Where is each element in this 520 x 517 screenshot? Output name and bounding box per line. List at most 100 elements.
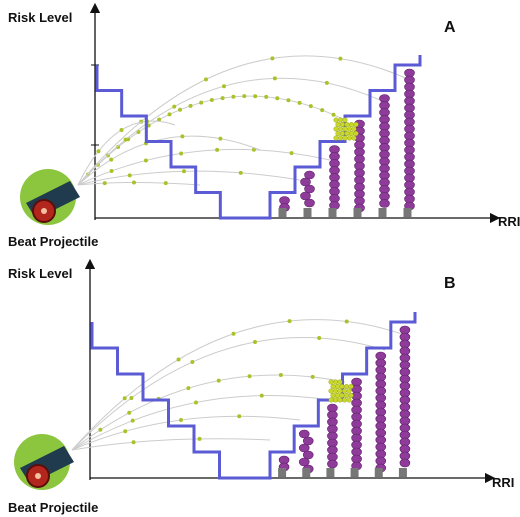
spiral <box>399 458 411 468</box>
beat-dot <box>172 104 177 109</box>
trajectory <box>77 182 201 186</box>
beat-pile <box>328 379 334 385</box>
beat-dot <box>216 378 221 383</box>
beat-dot <box>259 393 264 398</box>
staircase <box>90 312 417 480</box>
beat-dot <box>197 436 202 441</box>
beat-pile <box>348 384 354 390</box>
beat-dot <box>253 340 257 344</box>
beat-dot <box>127 173 132 178</box>
beat-pile <box>333 388 339 394</box>
beat-pile <box>328 388 334 394</box>
beat-pile <box>342 388 348 394</box>
beat-dot <box>116 145 121 150</box>
y-axis-label: Risk Level <box>8 266 72 281</box>
panel-label: B <box>444 275 456 292</box>
beat-pile <box>337 397 343 403</box>
trajectory <box>71 337 386 451</box>
trajectory <box>71 374 346 451</box>
beat-dot <box>136 130 141 135</box>
beat-dot <box>163 181 168 186</box>
base <box>326 468 335 477</box>
beat-pile <box>340 121 346 127</box>
beat-pile <box>351 126 357 132</box>
base <box>403 208 412 217</box>
beat-dot <box>251 147 256 152</box>
beat-dot <box>272 76 277 81</box>
beat-dot <box>247 374 252 379</box>
trajectory <box>77 135 261 186</box>
beat-pile <box>335 393 341 399</box>
beat-pile <box>333 135 339 141</box>
beat-dot <box>178 107 182 112</box>
beat-dot <box>119 128 124 132</box>
trajectory <box>77 95 346 186</box>
beat-pile <box>340 130 346 136</box>
beat-pile <box>346 388 352 394</box>
beat-pile <box>353 130 359 136</box>
beat-dot <box>122 396 127 401</box>
beat-pile <box>335 121 341 127</box>
spiral <box>300 191 311 201</box>
base <box>398 468 407 477</box>
beat-pile <box>328 397 334 403</box>
beat-dot <box>324 80 329 85</box>
spiral <box>298 443 310 453</box>
beat-dot <box>231 331 236 336</box>
y-axis-label: Risk Level <box>8 10 72 25</box>
beat-dot <box>123 137 128 142</box>
cannon-label: Beat Projectile <box>8 500 98 515</box>
beat-dot <box>109 169 114 174</box>
panel-label: A <box>444 19 456 36</box>
spiral <box>298 457 310 467</box>
spiral <box>302 436 314 446</box>
beat-pile <box>338 117 344 123</box>
spiral <box>304 198 315 208</box>
beat-dot <box>242 94 247 99</box>
beat-pile <box>347 126 353 132</box>
beat-dot <box>308 104 313 109</box>
beat-dot <box>157 117 162 122</box>
beat-pile <box>342 126 348 132</box>
beat-dot <box>320 108 325 113</box>
cannon-hub <box>41 208 47 214</box>
beat-dot <box>129 396 134 400</box>
x-axis-label: RRI <box>492 475 514 490</box>
beat-dot <box>264 94 269 99</box>
beat-dot <box>102 181 107 186</box>
base <box>374 468 383 477</box>
beat-dot <box>220 96 225 101</box>
beat-dot <box>167 112 172 117</box>
beat-dot <box>222 84 226 89</box>
beat-pile <box>337 379 343 385</box>
beat-pile <box>349 121 355 127</box>
beat-pile <box>346 397 352 403</box>
beat-pile <box>330 393 336 399</box>
base <box>328 208 337 217</box>
beat-pile <box>335 130 341 136</box>
x-axis-label: RRI <box>498 214 520 229</box>
beat-pile <box>351 135 357 141</box>
beat-pile <box>339 384 345 390</box>
base <box>302 468 311 477</box>
base <box>353 208 362 217</box>
beat-pile <box>344 121 350 127</box>
beat-dot <box>209 98 214 103</box>
beat-pile <box>353 121 359 127</box>
beat-dot <box>270 56 275 61</box>
beat-pile <box>333 117 339 123</box>
beat-dot <box>182 169 186 174</box>
beat-dot <box>204 77 208 82</box>
beat-dot <box>278 372 283 377</box>
spiral <box>300 177 311 187</box>
beat-pile <box>338 126 344 132</box>
beat-dot <box>289 151 294 156</box>
beat-dot <box>331 112 336 117</box>
beat-pile <box>344 384 350 390</box>
beat-dot <box>176 357 181 362</box>
beat-pile <box>333 126 339 132</box>
staircase <box>95 55 422 220</box>
beat-dot <box>179 418 183 422</box>
spiral <box>298 429 310 439</box>
